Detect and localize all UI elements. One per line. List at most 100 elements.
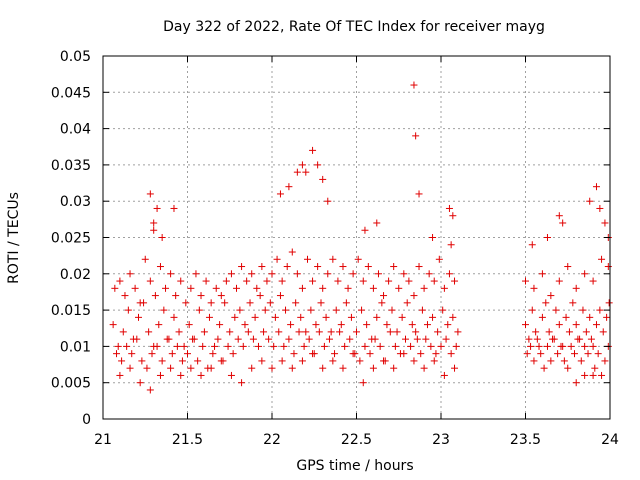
data-point xyxy=(265,335,273,343)
data-point xyxy=(258,263,266,271)
data-point xyxy=(151,292,159,300)
x-tick-label: 21 xyxy=(94,432,112,448)
data-point xyxy=(124,306,132,314)
data-point xyxy=(309,146,317,154)
data-point xyxy=(121,292,129,300)
data-point xyxy=(594,350,602,358)
data-point xyxy=(555,212,563,220)
data-point xyxy=(403,299,411,307)
data-point xyxy=(339,263,347,271)
data-point xyxy=(180,342,188,350)
data-point xyxy=(138,357,146,365)
data-point xyxy=(331,350,339,358)
data-point xyxy=(557,342,565,350)
data-point xyxy=(298,284,306,292)
y-tick-label: 0.025 xyxy=(51,231,91,247)
data-point xyxy=(547,357,555,365)
data-point xyxy=(339,364,347,372)
data-point xyxy=(447,350,455,358)
data-point xyxy=(432,350,440,358)
data-point xyxy=(244,328,252,336)
data-point xyxy=(178,357,186,365)
chart-title: Day 322 of 2022, Rate Of TEC Index for r… xyxy=(163,19,545,35)
data-point xyxy=(325,335,333,343)
data-point xyxy=(447,241,455,249)
data-point xyxy=(150,219,158,227)
data-point xyxy=(302,328,310,336)
data-point xyxy=(118,357,126,365)
data-point xyxy=(212,284,220,292)
data-point xyxy=(207,364,215,372)
data-point xyxy=(116,277,124,285)
y-tick-label: 0 xyxy=(82,412,91,428)
data-point xyxy=(530,284,538,292)
data-point xyxy=(307,306,315,314)
data-point xyxy=(315,328,323,336)
data-point xyxy=(395,284,403,292)
data-point xyxy=(319,284,327,292)
data-point xyxy=(341,342,349,350)
data-point xyxy=(177,277,185,285)
data-point xyxy=(278,357,286,365)
data-point xyxy=(412,328,420,336)
data-point xyxy=(373,219,381,227)
data-point xyxy=(380,292,388,300)
data-point xyxy=(254,342,262,350)
data-point xyxy=(452,342,460,350)
data-point xyxy=(324,270,332,278)
data-point xyxy=(591,364,599,372)
data-point xyxy=(243,277,251,285)
y-axis-ticks: 0 0.005 0.01 0.015 0.02 0.025 0.03 0.035 0.04 0.0… xyxy=(51,49,610,428)
data-point xyxy=(569,299,577,307)
data-point xyxy=(373,313,381,321)
data-point xyxy=(194,357,202,365)
data-point xyxy=(442,335,450,343)
data-point xyxy=(423,321,431,329)
data-point xyxy=(288,364,296,372)
data-point xyxy=(189,335,197,343)
data-point xyxy=(592,183,600,191)
data-point xyxy=(449,212,457,220)
data-point xyxy=(562,313,570,321)
data-point xyxy=(550,335,558,343)
data-point xyxy=(322,313,330,321)
data-point xyxy=(413,335,421,343)
y-tick-label: 0.03 xyxy=(60,194,91,210)
data-point xyxy=(378,299,386,307)
data-point xyxy=(369,284,377,292)
data-point xyxy=(538,313,546,321)
data-point xyxy=(155,321,163,329)
data-point xyxy=(258,357,266,365)
data-point xyxy=(393,328,401,336)
data-point xyxy=(175,328,183,336)
data-point xyxy=(126,270,134,278)
data-point xyxy=(420,364,428,372)
data-point xyxy=(273,255,281,263)
data-point xyxy=(444,321,452,329)
data-point xyxy=(552,306,560,314)
data-point xyxy=(298,161,306,169)
data-point xyxy=(238,379,246,387)
data-point xyxy=(400,270,408,278)
data-point xyxy=(153,204,161,212)
data-point xyxy=(314,263,322,271)
data-point xyxy=(565,328,573,336)
data-point xyxy=(192,270,200,278)
data-point xyxy=(327,328,335,336)
data-point xyxy=(435,255,443,263)
data-point xyxy=(405,277,413,285)
y-tick-label: 0.04 xyxy=(60,122,91,138)
y-tick-label: 0.01 xyxy=(60,339,91,355)
data-point xyxy=(420,284,428,292)
data-point xyxy=(587,335,595,343)
data-point xyxy=(366,350,374,358)
data-point xyxy=(579,306,587,314)
data-point xyxy=(572,321,580,329)
data-point xyxy=(522,321,529,329)
data-point xyxy=(123,342,131,350)
data-point xyxy=(167,364,175,372)
data-point xyxy=(574,335,582,343)
x-axis-ticks: 21 21.5 22 22.5 23 23.5 24 xyxy=(94,56,619,448)
data-point xyxy=(451,277,459,285)
data-point xyxy=(599,328,607,336)
